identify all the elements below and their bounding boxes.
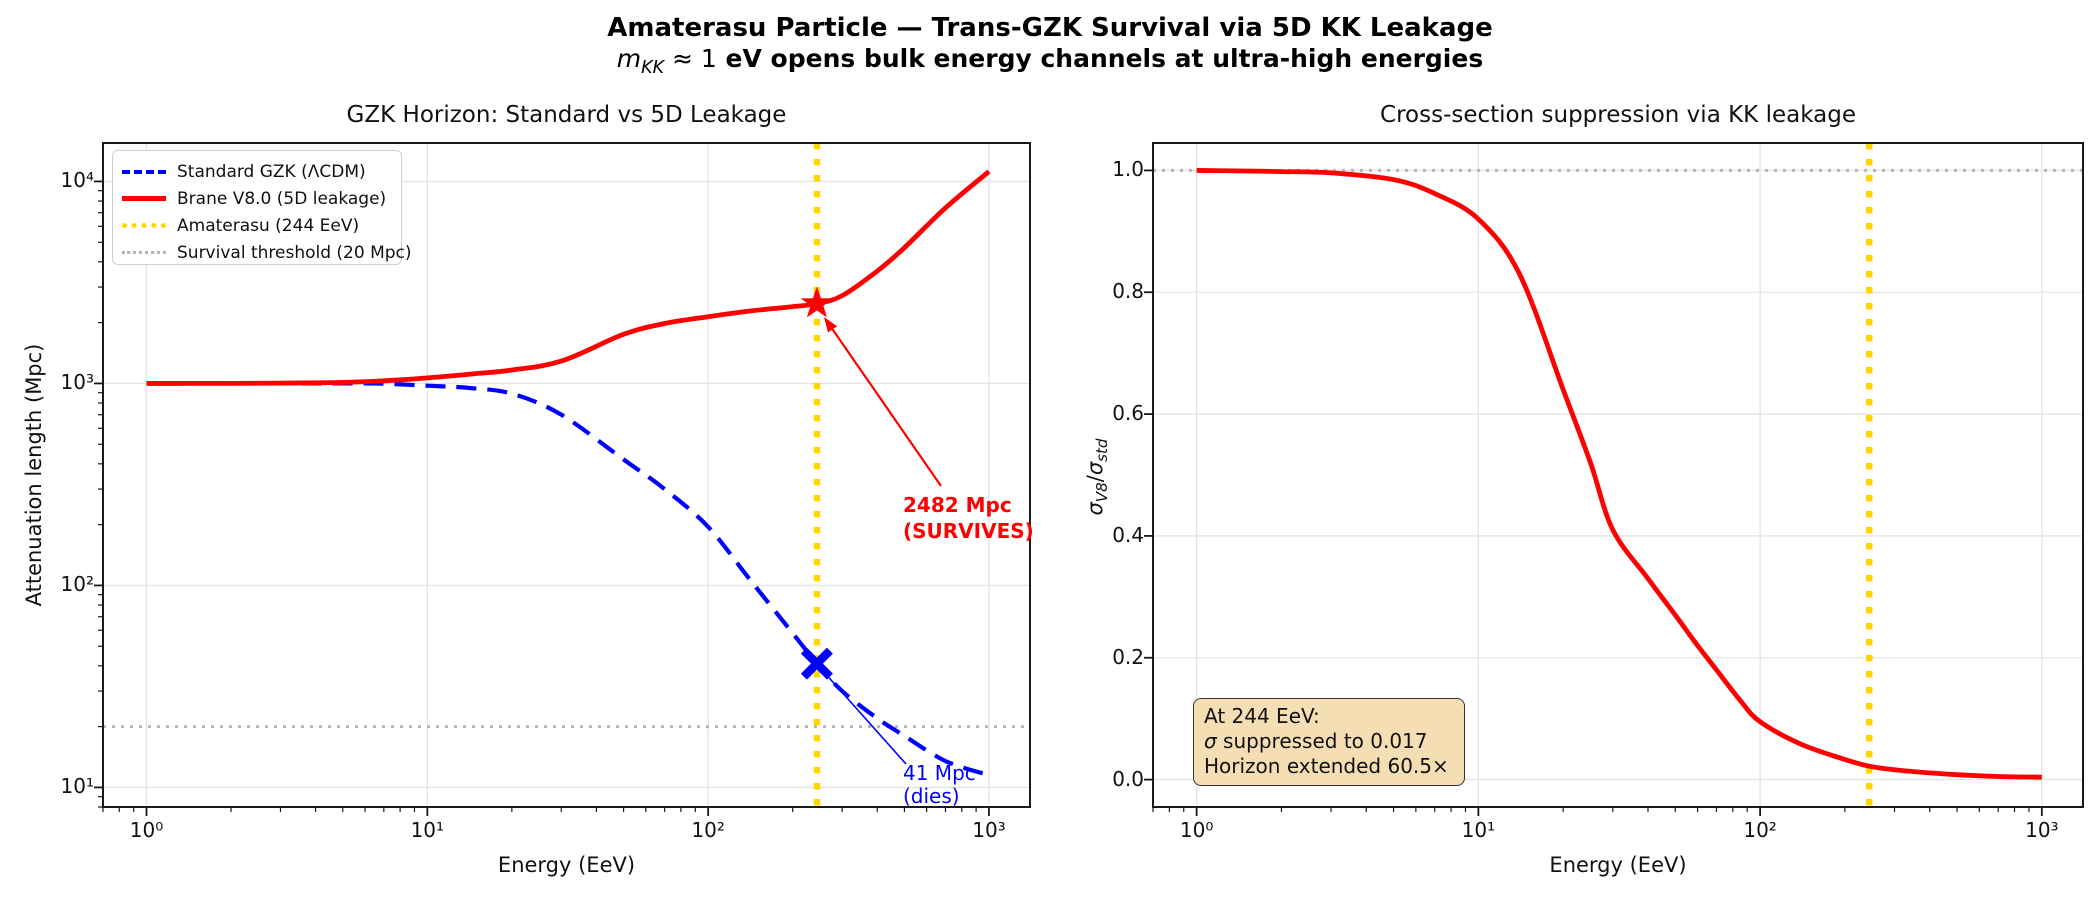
legend-row-brane-v8: Brane V8.0 (5D leakage) xyxy=(122,185,401,212)
legend-label: Survival threshold (20 Mpc) xyxy=(177,242,412,263)
subtitle-math-var: m xyxy=(616,44,642,73)
y-tick-label: 10² xyxy=(60,572,94,597)
survives-annotation-arrow xyxy=(831,327,942,487)
sub-std: std xyxy=(1093,438,1112,462)
y-tick-label: 0.6 xyxy=(1112,401,1144,426)
survives-annotation-arrow-head xyxy=(824,317,838,333)
legend-swatch-solid-red xyxy=(122,196,166,201)
x-marker xyxy=(800,647,833,680)
dies-annotation-line2: (dies) xyxy=(903,784,960,808)
curve-suppression-ratio xyxy=(1196,168,2042,780)
legend-row-amaterasu: Amaterasu (244 EeV) xyxy=(122,212,401,239)
x-tick-label: 10³ xyxy=(2025,818,2059,842)
axes-spines xyxy=(102,142,1031,808)
legend-label: Standard GZK (ΛCDM) xyxy=(177,161,366,182)
y-tick-label: 0.4 xyxy=(1112,522,1144,547)
legend-swatch-dotted-gold xyxy=(122,223,166,228)
y-tick-label: 0.0 xyxy=(1112,766,1144,791)
subtitle-math-rest: ≈ 1 xyxy=(664,44,717,73)
sigma-std: σ xyxy=(1082,461,1107,476)
survives-annotation: 2482 Mpc (SURVIVES) xyxy=(903,492,1034,544)
legend-label: Brane V8.0 (5D leakage) xyxy=(177,188,387,209)
figure-suptitle: Amaterasu Particle — Trans-GZK Survival … xyxy=(607,13,1493,43)
dies-annotation-connector xyxy=(822,670,907,765)
left-x-axis-label: Energy (EeV) xyxy=(497,853,636,877)
right-plot-title: Cross-section suppression via KK leakage xyxy=(1380,102,1856,128)
info-box-line3: Horizon extended 60.5× xyxy=(1204,754,1449,778)
y-tick-label: 0.8 xyxy=(1112,279,1144,304)
right-y-axis-label: σV8/σstd xyxy=(1083,438,1111,515)
subtitle-math-sub: KK xyxy=(641,58,665,78)
y-tick-label: 10¹ xyxy=(60,774,94,799)
x-tick-label: 10¹ xyxy=(1461,818,1496,842)
sigma-v8: σ xyxy=(1082,502,1107,516)
x-tick-label: 10² xyxy=(1743,818,1777,842)
legend: Standard GZK (ΛCDM) Brane V8.0 (5D leaka… xyxy=(112,150,412,266)
info-box: At 244 EeV: σ suppressed to 0.017 Horizo… xyxy=(1193,698,1465,786)
x-tick-label: 10² xyxy=(691,818,725,842)
info-box-sigma: σ xyxy=(1204,729,1217,753)
y-tick-label: 10³ xyxy=(60,370,94,395)
legend-label: Amaterasu (244 EeV) xyxy=(177,215,360,236)
axes-spines xyxy=(1152,142,2084,808)
legend-swatch-dotted-gray xyxy=(122,251,166,254)
x-tick-label: 10³ xyxy=(972,818,1006,842)
figure-subtitle: mKK ≈ 1 eV opens bulk energy channels at… xyxy=(0,44,2100,78)
survives-annotation-line2: (SURVIVES) xyxy=(903,519,1034,543)
star-marker xyxy=(800,286,834,318)
sub-v8: V8 xyxy=(1093,482,1112,503)
left-plot-title: GZK Horizon: Standard vs 5D Leakage xyxy=(346,102,787,128)
dies-annotation-line1: 41 Mpc xyxy=(903,761,976,785)
right-x-axis-label: Energy (EeV) xyxy=(1549,853,1687,877)
subtitle-bold-rest: eV opens bulk energy channels at ultra-h… xyxy=(716,44,1484,73)
curve-brane-v8-0-5d-leakage- xyxy=(146,169,991,386)
x-tick-label: 10⁰ xyxy=(129,818,164,842)
info-box-line2-rest: suppressed to 0.017 xyxy=(1216,729,1428,753)
slash: / xyxy=(1082,475,1107,483)
info-box-line1: At 244 EeV: xyxy=(1204,704,1320,728)
y-tick-label: 0.2 xyxy=(1112,644,1144,669)
legend-row-standard-gzk: Standard GZK (ΛCDM) xyxy=(122,158,401,185)
survives-annotation-line1: 2482 Mpc xyxy=(903,493,1012,517)
legend-row-threshold: Survival threshold (20 Mpc) xyxy=(122,239,412,266)
y-tick-label: 1.0 xyxy=(1112,157,1144,182)
dies-annotation: 41 Mpc (dies) xyxy=(903,762,976,808)
y-tick-label: 10⁴ xyxy=(60,168,94,193)
x-tick-label: 10⁰ xyxy=(1179,818,1214,842)
legend-swatch-dashed-blue xyxy=(122,169,166,174)
x-tick-label: 10¹ xyxy=(410,818,445,842)
info-box-line2: σ suppressed to 0.017 xyxy=(1204,729,1454,754)
